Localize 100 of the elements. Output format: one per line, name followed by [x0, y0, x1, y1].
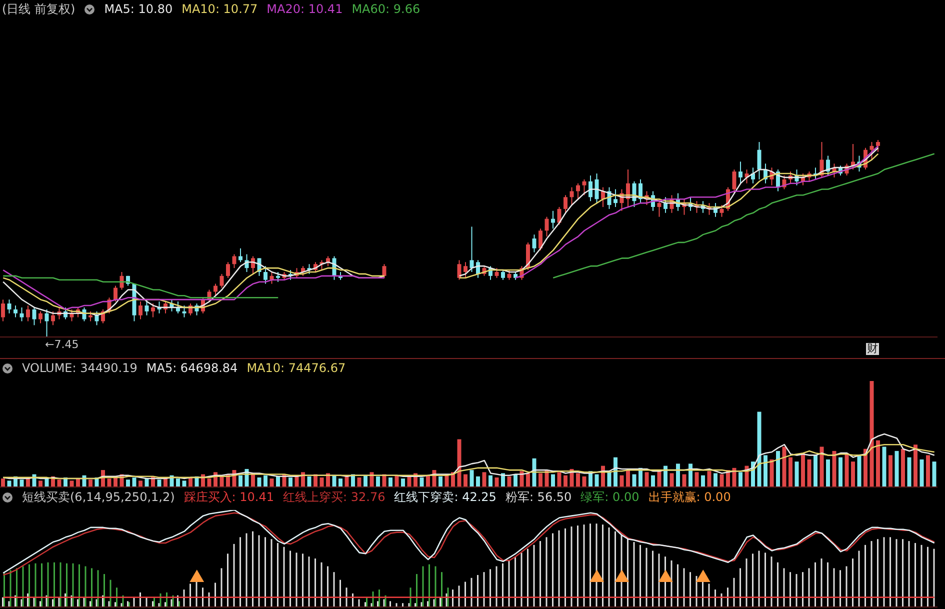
bar [176, 478, 180, 487]
bar [57, 480, 62, 487]
bar [807, 459, 812, 487]
candlestick [1, 299, 5, 322]
text: MA5: 10.80 [104, 2, 173, 16]
candlestick [870, 141, 874, 160]
bar [632, 474, 636, 487]
bar [707, 471, 712, 487]
bar [476, 476, 480, 487]
candlestick [494, 268, 499, 278]
bar [832, 450, 836, 487]
bar [888, 455, 892, 487]
bar [338, 478, 342, 487]
candlestick [114, 285, 118, 302]
bar [70, 480, 74, 487]
bar [801, 453, 805, 487]
bar [1, 478, 5, 487]
candlestick [182, 304, 186, 318]
text: MA10: 10.77 [182, 2, 258, 16]
candlestick [826, 155, 830, 176]
bar [420, 477, 424, 487]
bar [838, 457, 842, 487]
bar [551, 474, 555, 487]
bar [357, 477, 362, 487]
bar [870, 381, 874, 487]
bar [576, 473, 580, 487]
bar [132, 477, 136, 487]
bar [376, 476, 380, 487]
candlestick [14, 304, 18, 318]
bar [388, 477, 392, 487]
bar [851, 462, 855, 487]
candlestick [464, 262, 468, 278]
bar [764, 455, 768, 487]
text: 红线下穿卖: 42.25 [394, 490, 496, 504]
bar [876, 440, 880, 487]
chart-title: 短线买卖(6,14,95,250,1,2) [22, 490, 175, 504]
candlestick [7, 299, 12, 314]
candlestick [738, 161, 742, 184]
bar [682, 474, 686, 487]
candlestick [88, 310, 92, 322]
bar [676, 464, 680, 487]
bar [38, 480, 42, 487]
text: ←7.45 [45, 338, 79, 351]
bar [438, 476, 442, 487]
candlestick [457, 260, 462, 280]
bar [457, 439, 462, 487]
bar [820, 446, 824, 487]
candlestick [876, 140, 880, 152]
candlestick [538, 228, 542, 251]
bar [920, 459, 924, 487]
bar [688, 464, 692, 487]
candlestick [51, 310, 55, 326]
bar [776, 450, 780, 487]
bar [507, 476, 512, 487]
bar [238, 475, 242, 487]
bar [332, 475, 336, 487]
candlestick [582, 178, 586, 196]
bar [307, 476, 312, 487]
bar [320, 477, 324, 487]
bar [557, 472, 562, 487]
bar [538, 473, 542, 487]
chart-title: VOLUME: 34490.19 [22, 361, 138, 375]
candlestick [720, 204, 724, 218]
candlestick [264, 266, 268, 284]
bar [770, 459, 774, 487]
bar [926, 455, 930, 487]
candlestick [576, 182, 580, 200]
bar [288, 477, 292, 487]
candlestick [238, 248, 242, 263]
bar [207, 478, 212, 487]
candlestick [138, 301, 142, 320]
candlestick [232, 254, 236, 269]
bar [814, 455, 818, 487]
bar [620, 475, 624, 487]
candlestick [544, 216, 549, 238]
bar [607, 472, 612, 487]
bar [657, 471, 662, 487]
bar [257, 477, 262, 487]
candlestick [564, 194, 568, 214]
candlestick [501, 270, 505, 280]
bar [582, 476, 586, 487]
bar [714, 473, 718, 487]
candlestick [32, 306, 36, 326]
bar [782, 446, 786, 487]
bar [901, 448, 905, 487]
candlestick [44, 308, 49, 337]
chart-title: (日线 前复权) [2, 2, 76, 16]
bar [907, 457, 912, 487]
candlestick [757, 141, 762, 180]
bar [932, 462, 936, 487]
bar [564, 475, 568, 487]
text: 红线上穿买: 32.76 [283, 490, 386, 504]
bar [626, 470, 630, 487]
bar [664, 466, 668, 487]
bar [670, 473, 674, 487]
bar [264, 475, 268, 487]
bar [270, 478, 274, 487]
candlestick [276, 271, 280, 282]
candlestick [382, 264, 386, 278]
bar [470, 470, 474, 487]
